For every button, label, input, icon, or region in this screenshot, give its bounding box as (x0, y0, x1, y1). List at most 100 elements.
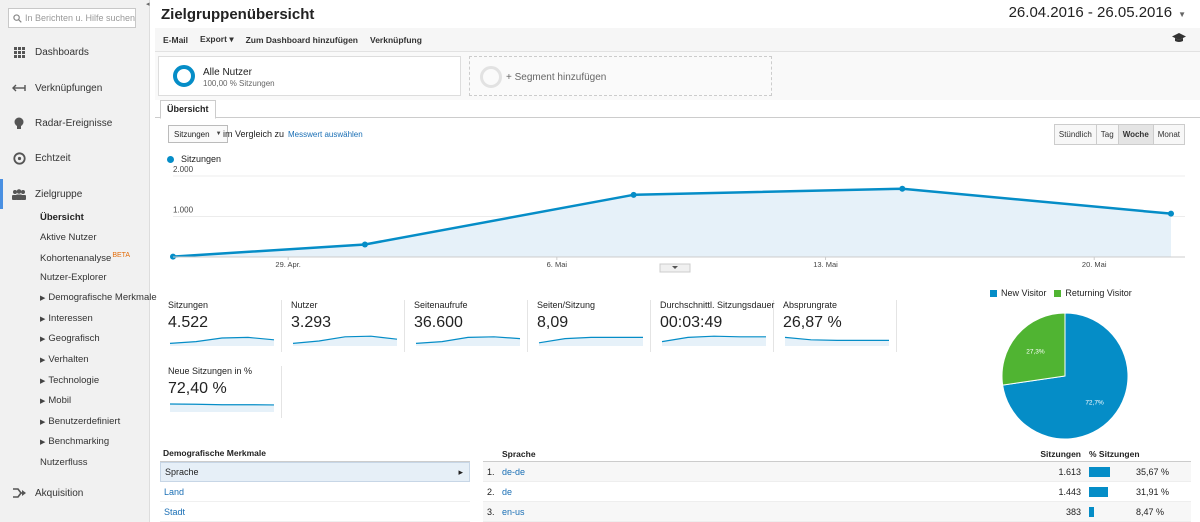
scorecard-neue-sitzungen[interactable]: Neue Sitzungen in % 72,40 % (168, 366, 282, 418)
sparkline-line (538, 336, 643, 344)
x-tick-label: 20. Mai (1082, 260, 1107, 269)
scorecard-sparkline (784, 336, 889, 346)
data-point (1168, 210, 1174, 217)
sub-item-uebersicht[interactable]: Übersicht (40, 212, 84, 223)
scorecard-sitzungsdauer[interactable]: Durchschnittl. Sitzungsdauer 00:03:49 (660, 300, 775, 352)
sub-item-label: Nutzerfluss (40, 457, 88, 468)
nav-label: Echtzeit (35, 152, 71, 164)
date-range-picker[interactable]: 26.04.2016 - 26.05.2016 ▼ (1009, 4, 1186, 21)
table-row[interactable]: 1. de-de 1.613 35,67 % (483, 462, 1191, 482)
sub-item-label: Technologie (48, 375, 100, 386)
sparkline-area (662, 336, 766, 346)
scorecard-sitzungen[interactable]: Sitzungen 4.522 (168, 300, 282, 352)
scorecard-nutzer[interactable]: Nutzer 3.293 (291, 300, 405, 352)
sparkline-line (415, 336, 521, 344)
demographics-row-link[interactable]: Stadt (164, 506, 186, 517)
percent-bar (1089, 467, 1111, 477)
demographics-row-sprache[interactable]: Sprache ▸ (160, 462, 470, 482)
language-link[interactable]: de-de (502, 467, 526, 477)
collapse-sidebar-icon[interactable]: ◂ (146, 1, 150, 8)
x-tick-label: 6. Mai (547, 260, 568, 269)
add-segment-button[interactable]: + Segment hinzufügen (469, 56, 772, 96)
sub-item-nutzerfluss[interactable]: Nutzerfluss (40, 457, 88, 468)
email-button[interactable]: E-Mail (163, 34, 189, 45)
language-table-body: 1. de-de 1.613 35,67 % 2. de 1.443 31,91 % 3. en-… (483, 462, 1191, 522)
x-tick-label: 13. Mai (813, 260, 838, 269)
scorecard-seiten-pro-sitzung[interactable]: Seiten/Sitzung 8,09 (537, 300, 651, 352)
demographics-table: Demografische Merkmale Sprache ▸ Land Sta… (160, 448, 470, 522)
sub-item-demografische-merkmale[interactable]: ▶ Demografische Merkmale (40, 292, 157, 303)
granularity-hourly-button[interactable]: Stündlich (1054, 125, 1097, 144)
sub-item-nutzer-explorer[interactable]: Nutzer-Explorer (40, 272, 107, 283)
nav-zielgruppe[interactable]: Zielgruppe (0, 179, 150, 209)
sub-item-kohortenanalyse[interactable]: KohortenanalyseBETA (40, 252, 130, 264)
sub-item-interessen[interactable]: ▶ Interessen (40, 313, 93, 324)
row-index: 3. (487, 507, 495, 517)
granularity-week-button[interactable]: Woche (1118, 125, 1154, 144)
sub-item-benchmarking[interactable]: ▶ Benchmarking (40, 436, 109, 447)
scorecard-absprungrate[interactable]: Absprungrate 26,87 % (783, 300, 897, 352)
nav-echtzeit[interactable]: Echtzeit (0, 143, 150, 173)
scorecard-value: 36.600 (414, 314, 463, 331)
demographics-row-land[interactable]: Land (160, 482, 470, 502)
table-row[interactable]: 3. en-us 383 8,47 % (483, 502, 1191, 522)
nav-label: Verknüpfungen (35, 82, 103, 94)
export-button[interactable]: Export ▾ (200, 34, 234, 45)
sub-item-label: Übersicht (40, 212, 84, 223)
expand-triangle-icon: ▶ (40, 295, 46, 302)
sub-item-technologie[interactable]: ▶ Technologie (40, 375, 99, 386)
sparkline-line (169, 336, 275, 344)
nav-akquisition[interactable]: Akquisition (0, 478, 150, 508)
expand-triangle-icon: ▶ (40, 357, 46, 364)
metric-dropdown[interactable]: Sitzungen ▼ (168, 125, 228, 143)
granularity-month-button[interactable]: Monat (1153, 125, 1184, 144)
shortcut-button[interactable]: Verknüpfung (370, 34, 422, 45)
sub-item-label: Verhalten (48, 354, 89, 365)
sparkline-area (539, 337, 643, 346)
graduation-cap-icon[interactable] (1172, 33, 1186, 46)
language-link[interactable]: en-us (502, 507, 525, 517)
nav-radar-ereignisse[interactable]: Radar-Ereignisse (0, 108, 150, 138)
sub-item-aktive-nutzer[interactable]: Aktive Nutzer (40, 232, 97, 243)
legend-dot (167, 155, 174, 163)
segment-placeholder-circle (480, 66, 502, 88)
nav-verknuepfungen[interactable]: Verknüpfungen (0, 73, 150, 103)
granularity-day-button[interactable]: Tag (1096, 125, 1119, 144)
sparkline-area (170, 404, 274, 412)
scorecard-sparkline (169, 336, 275, 346)
sessions-line-chart: 2.000 1.000 29. Apr. 6. Mai 13. Mai 20. Mai (170, 165, 1185, 273)
main-content: Zielgruppenübersicht 26.04.2016 - 26.05.… (155, 0, 1200, 522)
segment-all-users[interactable]: Alle Nutzer 100,00 % Sitzungen (158, 56, 461, 96)
sub-item-verhalten[interactable]: ▶ Verhalten (40, 354, 89, 365)
scorecard-sparkline (415, 336, 521, 346)
row-index: 1. (487, 467, 495, 477)
sessions-value: 1.613 (1058, 467, 1081, 477)
table-row[interactable]: 2. de 1.443 31,91 % (483, 482, 1191, 502)
add-segment-label: + Segment hinzufügen (506, 72, 607, 83)
add-to-dashboard-button[interactable]: Zum Dashboard hinzufügen (245, 34, 358, 45)
scorecard-seitenaufrufe[interactable]: Seitenaufrufe 36.600 (414, 300, 528, 352)
sparkline-area (416, 336, 520, 346)
segment-title: Alle Nutzer (203, 67, 252, 78)
sub-item-label: Aktive Nutzer (40, 232, 97, 243)
search-placeholder: In Berichten u. Hilfe suchen (24, 13, 135, 23)
sub-item-mobil[interactable]: ▶ Mobil (40, 395, 71, 406)
demographics-row-link[interactable]: Land (164, 486, 185, 497)
sub-item-benutzerdefiniert[interactable]: ▶ Benutzerdefiniert (40, 416, 120, 427)
compare-label: im Vergleich zu (223, 129, 285, 139)
data-point (899, 185, 906, 192)
sparkline-area (293, 336, 397, 346)
export-label: Export (200, 34, 227, 44)
demographics-row-stadt[interactable]: Stadt (160, 502, 470, 522)
select-metric-link[interactable]: Messwert auswählen (288, 130, 363, 139)
nav-dashboards[interactable]: Dashboards (0, 37, 150, 67)
grid-icon (12, 45, 26, 59)
tab-uebersicht[interactable]: Übersicht (160, 100, 216, 119)
search-input[interactable]: In Berichten u. Hilfe suchen (8, 8, 136, 28)
segments-bar: Alle Nutzer 100,00 % Sitzungen + Segment… (155, 52, 1200, 100)
language-link[interactable]: de (502, 487, 513, 497)
language-table: Sprache Sitzungen % Sitzungen 1. de-de 1.6… (483, 448, 1191, 522)
sub-item-geografisch[interactable]: ▶ Geografisch (40, 333, 100, 344)
scorecard-label: Seiten/Sitzung (537, 300, 596, 310)
nav-label: Radar-Ereignisse (35, 117, 113, 129)
